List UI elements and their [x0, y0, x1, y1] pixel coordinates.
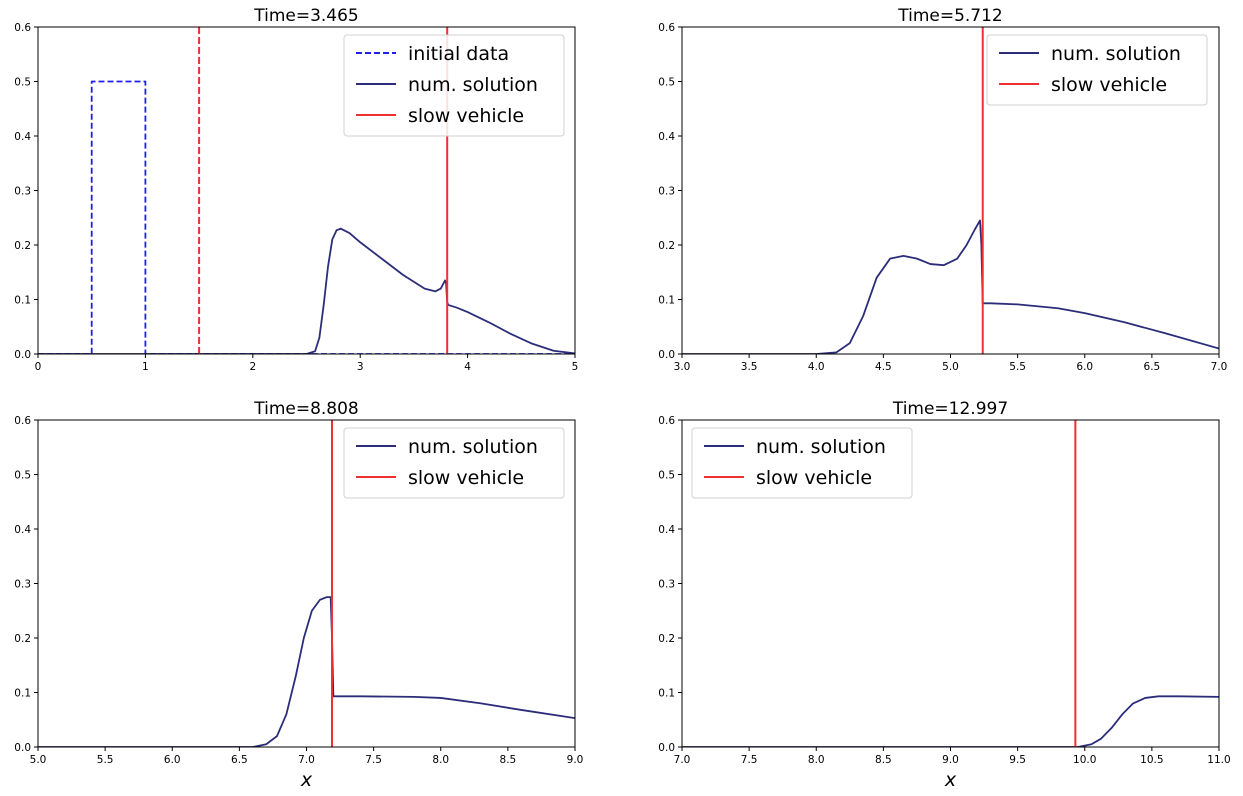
x-tick-label: 0 — [35, 361, 42, 373]
y-tick-label: 0.0 — [658, 742, 675, 754]
x-tick-label: 5 — [572, 361, 579, 373]
legend: num. solution slow vehicle — [691, 427, 913, 499]
y-tick-label: 0.5 — [14, 77, 31, 89]
y-tick-label: 0.0 — [14, 349, 31, 361]
x-tick-label: 6.5 — [1144, 361, 1161, 373]
x-tick-label: 7.5 — [365, 754, 382, 766]
legend-label: slow vehicle — [1051, 74, 1167, 96]
chart-panel-2: Time=5.712 3.0 3.5 4.0 4.5 5.0 5.5 6.0 6.5 7.0 0.0… — [658, 6, 1227, 373]
chart-panel-4: Time=12.997 7.0 7.5 8.0 8.5 9.0 9.5 10.0 10.5 11.… — [658, 399, 1230, 791]
legend-label: slow vehicle — [408, 467, 524, 489]
x-tick-label: 5.5 — [97, 754, 114, 766]
x-tick-label: 5.5 — [1009, 361, 1026, 373]
legend: num. solution slow vehicle — [986, 34, 1208, 106]
chart-panel-1: Time=3.465 0 1 2 3 4 5 0.0 0.1 0.2 0.3 0.4 0.5 0.6 ini… — [14, 6, 578, 373]
x-tick-label: 8.5 — [875, 754, 892, 766]
series-line-num-solution — [38, 596, 575, 747]
x-tick-label: 7.0 — [298, 754, 315, 766]
y-tick-label: 0.1 — [14, 295, 31, 307]
y-tick-label: 0.4 — [658, 131, 675, 143]
chart-title: Time=3.465 — [253, 6, 359, 26]
y-tick-label: 0.5 — [14, 470, 31, 482]
y-tick-label: 0.6 — [14, 415, 31, 427]
x-tick-label: 3.0 — [674, 361, 691, 373]
x-tick-label: 8.0 — [432, 754, 449, 766]
y-tick-label: 0.3 — [658, 579, 675, 591]
x-tick-label: 8.0 — [808, 754, 825, 766]
series-line-initial-data — [38, 80, 575, 354]
x-tick-label: 4.0 — [808, 361, 825, 373]
chart-title: Time=5.712 — [897, 6, 1003, 26]
y-tick-label: 0.1 — [658, 688, 675, 700]
x-tick-label: 4.5 — [875, 361, 892, 373]
x-tick-label: 9.5 — [1009, 754, 1026, 766]
x-tick-label: 7.0 — [674, 754, 691, 766]
y-tick-label: 0.3 — [14, 186, 31, 198]
x-tick-label: 1 — [142, 361, 149, 373]
x-tick-label: 8.5 — [500, 754, 517, 766]
x-tick-label: 7.0 — [1211, 361, 1228, 373]
series-line-num-solution — [38, 227, 575, 354]
x-axis-label: x — [300, 769, 313, 791]
legend-label: num. solution — [1051, 43, 1181, 65]
y-tick-label: 0.4 — [658, 524, 675, 536]
legend-label: slow vehicle — [408, 105, 524, 127]
legend-box — [343, 427, 565, 499]
x-axis-label: x — [944, 769, 957, 791]
x-tick-label: 6.5 — [231, 754, 248, 766]
plot-frame — [681, 26, 1220, 355]
x-tick-label: 5.0 — [30, 754, 47, 766]
x-tick-label: 3.5 — [741, 361, 758, 373]
y-tick-label: 0.1 — [658, 295, 675, 307]
x-tick-label: 10.0 — [1073, 754, 1096, 766]
x-tick-label: 2 — [249, 361, 256, 373]
x-tick-label: 11.0 — [1207, 754, 1230, 766]
x-tick-label: 6.0 — [1076, 361, 1093, 373]
y-tick-label: 0.4 — [14, 131, 31, 143]
y-tick-label: 0.1 — [14, 688, 31, 700]
legend-box — [986, 34, 1208, 106]
legend-label: num. solution — [408, 74, 538, 96]
x-tick-label: 10.5 — [1140, 754, 1163, 766]
x-tick-label: 4 — [464, 361, 471, 373]
plot-frame — [37, 26, 576, 355]
plot-frame — [681, 419, 1220, 748]
y-tick-label: 0.3 — [658, 186, 675, 198]
y-tick-label: 0.5 — [658, 77, 675, 89]
x-tick-label: 7.5 — [741, 754, 758, 766]
chart-title: Time=8.808 — [253, 399, 359, 419]
x-tick-label: 6.0 — [164, 754, 181, 766]
y-tick-label: 0.2 — [658, 240, 675, 252]
legend-label: num. solution — [408, 436, 538, 458]
y-tick-label: 0.0 — [658, 349, 675, 361]
legend: num. solution slow vehicle — [343, 427, 565, 499]
y-tick-label: 0.3 — [14, 579, 31, 591]
y-tick-label: 0.2 — [14, 240, 31, 252]
chart-panel-3: Time=8.808 5.0 5.5 6.0 6.5 7.0 7.5 8.0 8.5 9.0 0.0… — [14, 399, 583, 791]
plot-frame — [37, 419, 576, 748]
y-tick-label: 0.6 — [658, 22, 675, 34]
y-tick-label: 0.4 — [14, 524, 31, 536]
y-tick-label: 0.6 — [658, 415, 675, 427]
legend: initial data num. solution slow vehicle — [343, 34, 565, 137]
x-tick-label: 5.0 — [942, 361, 959, 373]
legend-label: slow vehicle — [756, 467, 872, 489]
y-tick-label: 0.2 — [658, 633, 675, 645]
legend-box — [691, 427, 913, 499]
series-line-num-solution — [682, 219, 1219, 354]
legend-label: initial data — [408, 43, 509, 65]
x-tick-label: 9.0 — [567, 754, 584, 766]
series-line-num-solution — [682, 695, 1219, 747]
x-tick-label: 9.0 — [942, 754, 959, 766]
chart-title: Time=12.997 — [892, 399, 1008, 419]
y-tick-label: 0.6 — [14, 22, 31, 34]
y-tick-label: 0.0 — [14, 742, 31, 754]
y-tick-label: 0.2 — [14, 633, 31, 645]
x-tick-label: 3 — [357, 361, 364, 373]
legend-label: num. solution — [756, 436, 886, 458]
legend-box — [343, 34, 565, 137]
y-tick-label: 0.5 — [658, 470, 675, 482]
